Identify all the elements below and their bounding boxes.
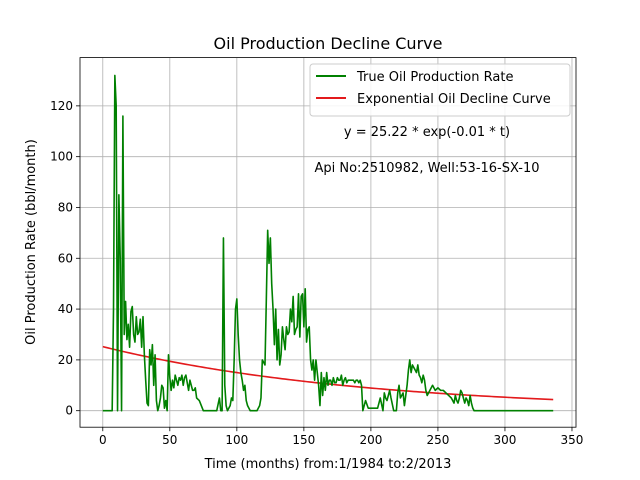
x-tick-label: 50 <box>162 433 177 447</box>
y-tick-label: 20 <box>58 353 73 367</box>
true-production-line <box>102 74 554 412</box>
y-tick-label: 40 <box>58 302 73 316</box>
legend-box <box>309 63 571 117</box>
y-axis-label: Oil Production Rate (bbl/month) <box>24 139 39 345</box>
y-tick-label: 120 <box>50 99 73 113</box>
x-tick-label: 0 <box>99 433 107 447</box>
y-tick-label: 100 <box>50 150 73 164</box>
chart-title: Oil Production Decline Curve <box>214 34 443 53</box>
x-tick-label: 150 <box>292 433 315 447</box>
y-tick-label: 80 <box>58 200 73 214</box>
x-tick-label: 350 <box>561 433 584 447</box>
legend-label-decline-curve: Exponential Oil Decline Curve <box>357 92 551 107</box>
y-tick-label: 0 <box>65 404 73 418</box>
axes-frame <box>79 57 577 428</box>
x-axis-label: Time (months) from:1/1984 to:2/2013 <box>204 457 452 472</box>
plot-lines <box>102 74 554 412</box>
legend: True Oil Production Rate Exponential Oil… <box>309 63 571 117</box>
x-tick-label: 100 <box>225 433 248 447</box>
x-tick-label: 300 <box>493 433 516 447</box>
x-axis-ticks: 0 50 100 150 200 250 300 350 <box>99 427 583 447</box>
y-axis-ticks: 0 20 40 60 80 100 120 <box>50 99 80 418</box>
well-info-annotation: Api No:2510982, Well:53-16-SX-10 <box>314 161 539 176</box>
x-tick-label: 250 <box>426 433 449 447</box>
y-tick-label: 60 <box>58 251 73 265</box>
equation-annotation: y = 25.22 * exp(-0.01 * t) <box>344 125 510 140</box>
legend-label-true-rate: True Oil Production Rate <box>356 70 513 85</box>
x-tick-label: 200 <box>359 433 382 447</box>
